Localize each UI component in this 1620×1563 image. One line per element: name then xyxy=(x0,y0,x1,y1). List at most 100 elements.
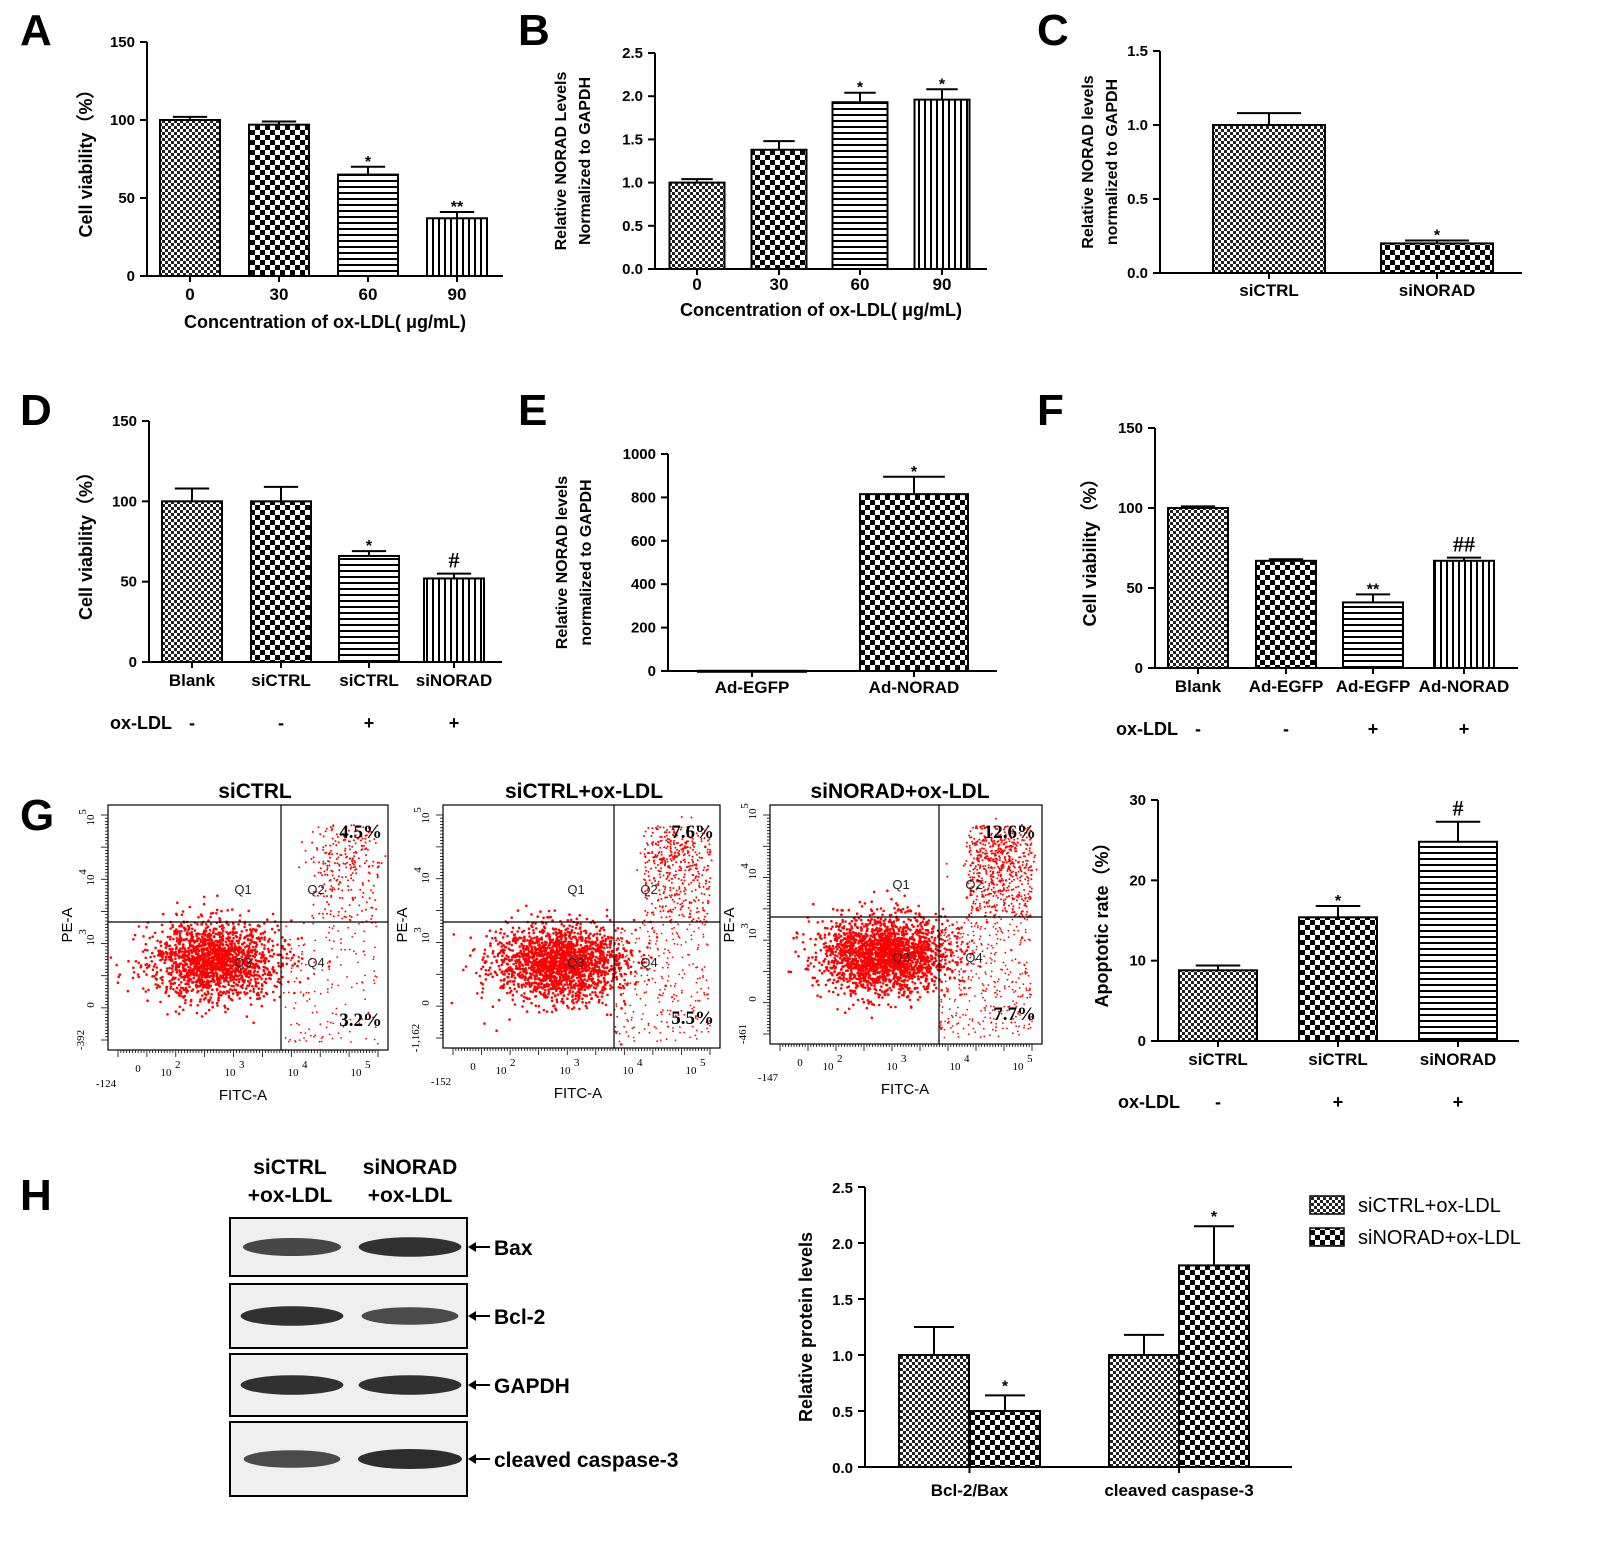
event-dot xyxy=(693,930,695,933)
event-dot xyxy=(553,986,556,989)
event-dot xyxy=(548,956,552,959)
event-dot xyxy=(306,977,310,980)
event-dot xyxy=(225,960,228,964)
event-dot xyxy=(594,991,597,994)
event-dot xyxy=(346,855,348,858)
event-dot xyxy=(166,952,169,956)
event-dot xyxy=(540,941,544,945)
event-dot xyxy=(193,974,196,977)
event-dot xyxy=(551,919,554,922)
event-dot xyxy=(347,889,350,892)
event-dot xyxy=(361,1018,364,1020)
event-dot xyxy=(640,1018,643,1021)
event-dot xyxy=(348,840,351,843)
event-dot xyxy=(561,997,564,1001)
event-dot xyxy=(177,964,180,968)
x-category-label: 60 xyxy=(851,275,870,294)
event-dot xyxy=(350,866,353,869)
event-dot xyxy=(358,922,360,925)
event-dot xyxy=(208,998,212,1002)
event-dot xyxy=(217,999,220,1002)
event-dot xyxy=(592,972,595,976)
event-dot xyxy=(146,999,149,1002)
event-dot xyxy=(491,975,495,978)
event-dot xyxy=(180,972,183,976)
event-dot xyxy=(591,940,594,943)
event-dot xyxy=(153,955,156,958)
event-dot xyxy=(589,932,592,935)
event-dot xyxy=(355,828,358,831)
event-dot xyxy=(189,958,192,962)
event-dot xyxy=(251,934,254,937)
event-dot xyxy=(546,984,549,988)
event-dot xyxy=(669,843,672,846)
event-dot xyxy=(329,909,332,912)
event-dot xyxy=(651,827,654,830)
event-dot xyxy=(352,898,354,901)
event-dot xyxy=(151,935,154,938)
event-dot xyxy=(601,950,605,953)
event-dot xyxy=(615,975,618,979)
event-dot xyxy=(222,976,225,980)
event-dot xyxy=(684,888,687,891)
event-dot xyxy=(651,843,654,846)
event-dot xyxy=(224,971,227,974)
event-dot xyxy=(351,936,354,938)
event-dot xyxy=(523,936,526,940)
event-dot xyxy=(373,970,376,972)
event-dot xyxy=(137,975,140,979)
panel-letter-g: G xyxy=(20,791,54,840)
event-dot xyxy=(518,975,522,979)
event-dot xyxy=(209,915,212,919)
event-dot xyxy=(182,1008,185,1012)
event-dot xyxy=(246,949,250,952)
event-dot xyxy=(605,914,609,918)
event-dot xyxy=(281,944,284,948)
event-dot xyxy=(218,933,221,937)
event-dot xyxy=(584,967,588,971)
event-dot xyxy=(660,1020,663,1023)
event-dot xyxy=(133,933,137,937)
event-dot xyxy=(517,958,521,962)
event-dot xyxy=(585,1001,588,1005)
event-dot xyxy=(323,883,326,886)
event-dot xyxy=(542,1008,546,1012)
event-dot xyxy=(127,959,130,963)
oxldl-sign: - xyxy=(1195,719,1201,739)
event-dot xyxy=(298,866,301,869)
event-dot xyxy=(604,983,607,986)
event-dot xyxy=(507,955,510,959)
event-dot xyxy=(573,931,576,935)
event-dot xyxy=(527,981,531,984)
event-dot xyxy=(598,998,601,1002)
event-dot xyxy=(258,975,262,978)
event-dot xyxy=(343,835,346,838)
event-dot xyxy=(170,978,174,982)
event-dot xyxy=(666,961,668,964)
event-dot xyxy=(337,888,340,890)
event-dot xyxy=(317,871,320,874)
event-dot xyxy=(269,973,273,977)
event-dot xyxy=(320,1037,323,1040)
event-dot xyxy=(132,938,135,941)
event-dot xyxy=(540,961,544,964)
event-dot xyxy=(203,956,206,960)
event-dot xyxy=(661,977,664,980)
event-dot xyxy=(561,955,565,958)
event-dot xyxy=(229,979,232,982)
event-dot xyxy=(199,998,202,1001)
event-dot xyxy=(234,934,238,938)
x-min-label: -124 xyxy=(96,1078,117,1090)
event-dot xyxy=(367,1011,370,1014)
event-dot xyxy=(189,963,192,966)
event-dot xyxy=(701,874,704,877)
event-dot xyxy=(223,967,227,971)
event-dot xyxy=(552,932,555,935)
event-dot xyxy=(329,826,332,828)
oxldl-sign: - xyxy=(278,713,284,733)
event-dot xyxy=(494,971,498,975)
event-dot xyxy=(256,970,260,974)
event-dot xyxy=(646,983,648,986)
event-dot xyxy=(495,959,498,962)
event-dot xyxy=(497,998,501,1002)
